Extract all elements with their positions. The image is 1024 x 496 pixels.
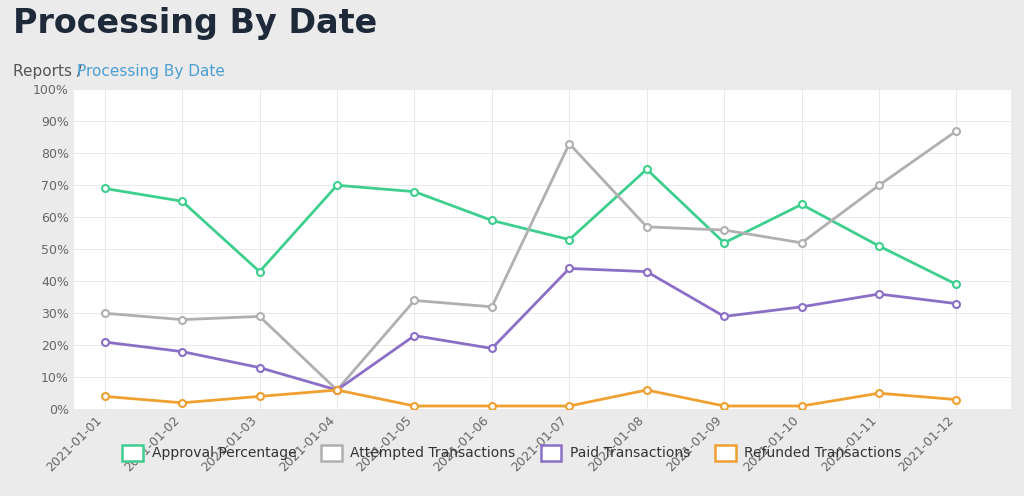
Text: Processing By Date: Processing By Date	[77, 64, 224, 79]
Text: Reports /: Reports /	[13, 64, 87, 79]
Legend: Approval Percentage, Attempted Transactions, Paid Transactions, Refunded Transac: Approval Percentage, Attempted Transacti…	[117, 439, 907, 466]
Text: Processing By Date: Processing By Date	[13, 7, 378, 40]
